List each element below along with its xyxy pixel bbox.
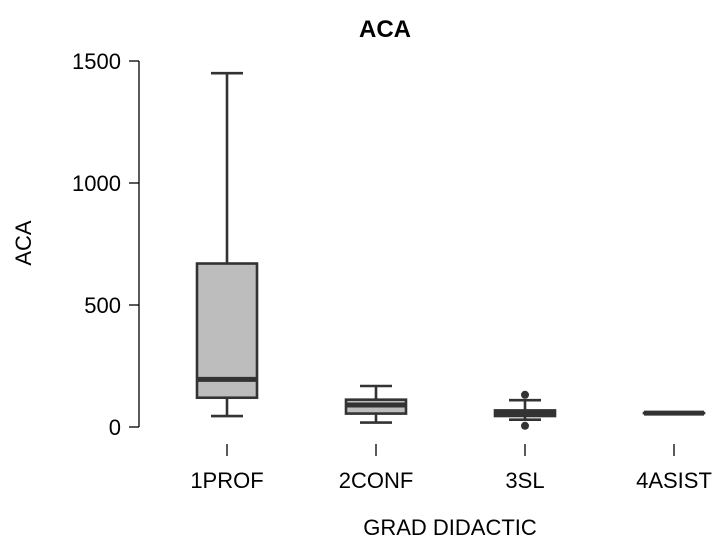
x-tick-label: 1PROF <box>190 468 263 493</box>
outlier-point <box>521 391 529 399</box>
outlier-point <box>521 422 529 430</box>
y-axis-title: ACA <box>11 220 36 266</box>
x-tick-label: 2CONF <box>339 468 414 493</box>
x-tick-label: 4ASIST <box>636 468 712 493</box>
y-tick-label: 1500 <box>72 49 121 74</box>
y-tick-label: 0 <box>109 415 121 440</box>
x-tick-label: 3SL <box>505 468 544 493</box>
chart-title: ACA <box>359 16 411 43</box>
x-axis-title: GRAD DIDACTIC <box>363 515 537 540</box>
plot-area: 0 500 1000 1500 1PROF 2CONF 3SL 4ASIST <box>72 49 712 493</box>
y-tick-label: 500 <box>84 293 121 318</box>
y-tick-label: 1000 <box>72 171 121 196</box>
